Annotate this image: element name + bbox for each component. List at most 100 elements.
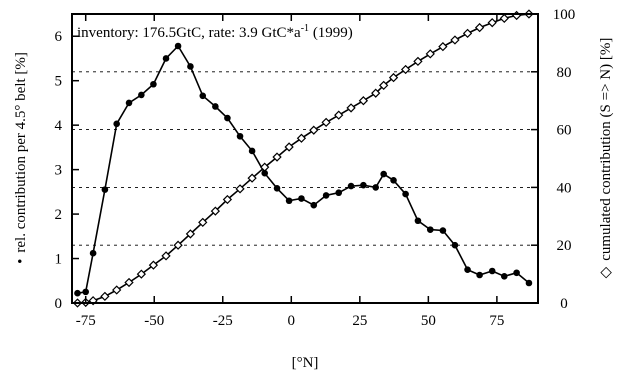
- cumulated-point: [284, 142, 294, 152]
- relative-point: [212, 103, 219, 110]
- cumulated-point: [173, 240, 183, 250]
- cumulated-point: [425, 49, 435, 59]
- y-left-tick-label: 5: [55, 74, 63, 90]
- relative-point: [224, 114, 231, 122]
- x-tick-label: 0: [288, 313, 296, 329]
- y-left-tick-label: 1: [55, 252, 63, 268]
- relative-point: [174, 42, 182, 50]
- cumulated-point: [511, 10, 522, 21]
- relative-point: [162, 55, 170, 62]
- relative-point: [82, 288, 90, 296]
- x-tick-label: 75: [489, 313, 504, 329]
- cumulated-point: [222, 194, 233, 205]
- svg-text:•rel. contribution per 4.5° be: •rel. contribution per 4.5° belt [%]: [13, 52, 29, 264]
- y-right-tick-label: 20: [557, 238, 572, 254]
- relative-line: [77, 44, 530, 294]
- cumulated-point: [358, 96, 369, 106]
- relative-point: [335, 189, 343, 197]
- cumulated-point: [450, 35, 460, 45]
- relative-point: [347, 182, 355, 190]
- relative-point: [273, 184, 281, 192]
- y-left-tick-label: 6: [55, 29, 63, 45]
- x-tick-label: -25: [213, 313, 233, 329]
- left-axis-marker: •: [13, 259, 29, 264]
- cumulated-point: [161, 251, 171, 261]
- relative-point: [500, 273, 508, 280]
- cumulated-point: [136, 269, 147, 279]
- relative-point: [414, 217, 422, 225]
- x-tick-label: -75: [76, 313, 96, 329]
- cumulated-point: [235, 184, 245, 194]
- relative-point: [89, 249, 97, 257]
- relative-point: [150, 80, 157, 88]
- relative-point: [390, 176, 397, 184]
- y-left-tick-label: 4: [55, 118, 63, 134]
- relative-point: [187, 63, 194, 70]
- relative-point: [261, 169, 269, 177]
- right-axis-marker: ◇: [598, 266, 614, 278]
- cumulated-point: [487, 18, 497, 28]
- cumulated-point: [210, 206, 221, 216]
- y-left-tick-label: 0: [55, 296, 63, 312]
- relative-point: [236, 132, 244, 140]
- svg-text:◇cumulated contribution (S =>: ◇cumulated contribution (S => N) [%]: [598, 38, 614, 279]
- cumulated-point: [247, 173, 257, 183]
- cumulated-point: [438, 42, 448, 52]
- x-tick-label: 50: [421, 313, 436, 329]
- relative-point: [525, 279, 533, 287]
- relative-point: [380, 170, 387, 178]
- y-left-tick-label: 2: [55, 207, 63, 223]
- cumulated-point: [148, 260, 159, 270]
- x-axis-title: [°N]: [292, 355, 319, 371]
- relative-point: [138, 91, 145, 99]
- y-right-tick-label: 60: [557, 123, 572, 139]
- relative-point: [451, 241, 459, 249]
- x-tick-label: -50: [144, 313, 164, 329]
- relative-point: [488, 267, 496, 275]
- cumulated-point: [88, 296, 98, 306]
- cumulated-line: [77, 13, 530, 304]
- relative-point: [402, 190, 409, 198]
- y-right-tick-label: 0: [560, 296, 568, 312]
- relative-point: [113, 120, 120, 128]
- y-left-tick-label: 3: [55, 163, 63, 179]
- cumulated-point: [462, 28, 473, 39]
- cumulated-point: [371, 88, 381, 98]
- relative-point: [513, 269, 520, 277]
- cumulated-point: [379, 80, 389, 91]
- relative-point: [360, 181, 367, 189]
- relative-point: [199, 92, 207, 100]
- annotation: inventory: 176.5GtC, rate: 3.9 GtC*a-1 (…: [77, 23, 353, 41]
- relative-point: [285, 197, 293, 205]
- relative-point: [426, 226, 434, 233]
- relative-point: [310, 201, 318, 209]
- cumulated-point: [499, 13, 509, 23]
- cumulated-point: [321, 117, 331, 128]
- cumulated-point: [112, 285, 122, 295]
- cumulated-point: [309, 125, 319, 135]
- cumulated-point: [296, 133, 307, 143]
- relative-point: [248, 147, 256, 155]
- cumulated-point: [346, 103, 356, 113]
- relative-point: [74, 289, 81, 297]
- relative-point: [476, 271, 483, 279]
- cumulated-point: [272, 152, 282, 162]
- y-right-tick-label: 80: [557, 65, 572, 81]
- cumulated-point: [198, 217, 208, 228]
- cumulated-point: [334, 110, 344, 120]
- relative-point: [464, 266, 471, 273]
- relative-point: [439, 227, 447, 234]
- cumulated-point: [185, 229, 196, 239]
- cumulated-point: [260, 162, 270, 172]
- y-axis-left-title: •rel. contribution per 4.5° belt [%]: [13, 52, 29, 264]
- cumulated-point: [400, 64, 411, 75]
- cumulated-point: [124, 277, 134, 288]
- y-right-tick-label: 40: [557, 180, 572, 196]
- grid-layer: [72, 71, 538, 246]
- series-layer: [72, 9, 534, 308]
- cumulated-point: [100, 291, 110, 302]
- cumulated-point: [413, 56, 423, 67]
- y-right-tick-label: 100: [553, 7, 576, 23]
